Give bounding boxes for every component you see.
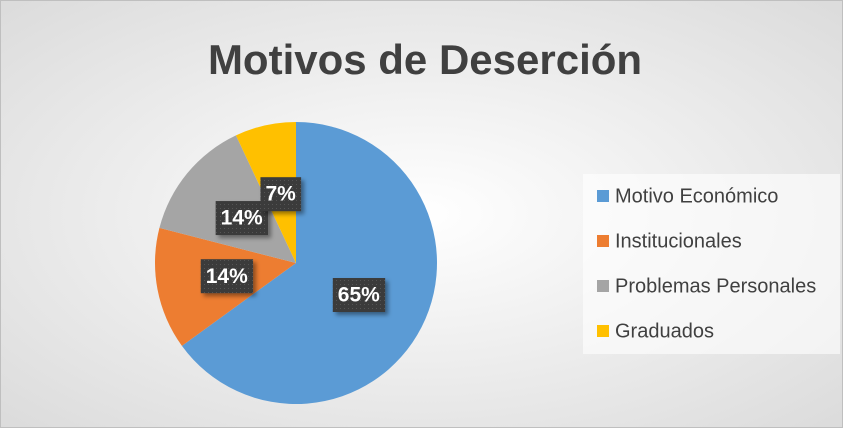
legend-label: Graduados — [615, 320, 714, 342]
legend-swatch — [597, 235, 609, 247]
data-label-box — [200, 259, 254, 294]
data-label-box — [332, 278, 386, 313]
data-label: 14% — [206, 265, 248, 288]
legend-label: Institucionales — [615, 230, 742, 252]
data-label: 14% — [221, 207, 263, 230]
data-label: 65% — [338, 284, 380, 307]
data-label-box — [260, 177, 302, 212]
pie-slice — [181, 122, 437, 404]
legend-swatch — [597, 325, 609, 337]
legend-swatch — [597, 280, 609, 292]
data-label-box — [215, 201, 269, 236]
legend-swatch — [597, 190, 609, 202]
chart-title: Motivos de Deserción — [208, 36, 642, 83]
legend-label: Problemas Personales — [615, 275, 816, 297]
legend-label: Motivo Económico — [615, 185, 778, 207]
data-label: 7% — [265, 183, 296, 206]
legend — [583, 174, 840, 354]
